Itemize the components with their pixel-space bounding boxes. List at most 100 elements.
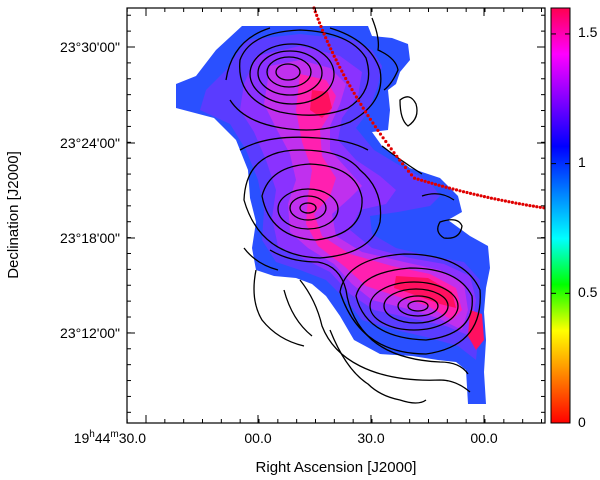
overlay-curve-dot — [468, 191, 473, 195]
overlay-curve-dot — [440, 184, 445, 188]
overlay-curve-dot — [496, 198, 500, 202]
y-tick-labels: 23°30'00" 23°24'00" 23°18'00" 23°12'00" — [60, 39, 120, 341]
overlay-curve-dot — [420, 178, 424, 182]
colorbar-tick-label: 1.5 — [578, 24, 598, 40]
x-axis-title: Right Ascension [J2000] — [256, 459, 417, 476]
contour-north-2 — [266, 56, 312, 88]
fill-level-6b — [394, 276, 456, 308]
overlay-curve-dot — [437, 183, 441, 187]
x-tick-label: 19h44m30.0 — [74, 429, 147, 446]
overlay-curve-dot — [381, 136, 385, 140]
contour-outer-5 — [437, 219, 463, 239]
colorbar-tick-label: 0.5 — [578, 284, 598, 300]
overlay-curve-dot — [395, 154, 399, 158]
overlay-dotted-curve — [312, 6, 546, 210]
overlay-curve-dot — [332, 54, 336, 58]
colorbar — [550, 7, 571, 424]
overlay-curve-dot — [514, 201, 518, 205]
overlay-curve-dot — [465, 190, 469, 195]
y-tick-label: 23°24'00" — [60, 135, 120, 151]
contour-outer-8 — [371, 17, 399, 91]
overlay-curve-dot — [458, 189, 462, 193]
contour-north-5 — [239, 29, 370, 116]
contour-north-6 — [225, 27, 382, 131]
overlay-curve-dot — [329, 47, 333, 51]
x-tick-label: 00.0 — [470, 430, 497, 446]
fill-level-5 — [296, 74, 462, 320]
overlay-curve-dot — [433, 182, 438, 186]
overlay-curve-dot — [413, 176, 417, 180]
overlay-curve-dot — [538, 205, 542, 209]
x-tick-label: 30.0 — [357, 430, 384, 446]
overlay-curve-dot — [528, 204, 532, 208]
y-axis-title: Declination [J2000] — [5, 151, 22, 279]
overlay-curve-dot — [430, 181, 434, 185]
overlay-curve-dot — [510, 200, 514, 204]
contour-north-1 — [275, 63, 301, 81]
contour-south-2 — [397, 295, 439, 317]
overlay-curve-dot — [320, 28, 325, 32]
overlay-curve-dot — [401, 162, 405, 166]
overlay-curve-dot — [451, 187, 455, 191]
contour-outer-4 — [399, 96, 418, 127]
contour-south-4 — [369, 281, 459, 331]
overlay-curve-dot — [366, 114, 370, 118]
x-tick-labels: 19h44m30.0 00.0 30.0 00.0 — [74, 429, 498, 446]
overlay-curve-dot — [444, 185, 448, 189]
overlay-curve-dot — [340, 69, 344, 73]
overlay-curve-dot — [403, 165, 408, 170]
overlay-curve-dot — [427, 180, 431, 184]
contour-mid-2 — [289, 195, 327, 221]
overlay-curve-dot — [324, 36, 328, 40]
overlay-curve-dot — [334, 58, 338, 62]
y-tick-label: 23°30'00" — [60, 39, 120, 55]
contour-north-3 — [257, 50, 323, 96]
overlay-curve-dot — [359, 102, 363, 106]
overlay-curve-dot — [338, 65, 342, 69]
overlay-curve-dot — [423, 179, 427, 183]
contour-mid-6 — [239, 136, 369, 271]
overlay-curve-dot — [317, 21, 322, 25]
overlay-curve-dot — [354, 95, 358, 99]
overlay-curve-dot — [409, 173, 414, 177]
contour-outer-3 — [329, 329, 427, 404]
y-tick-label: 23°18'00" — [60, 230, 120, 246]
overlay-curve-dot — [322, 32, 326, 36]
overlay-curve-dot — [531, 204, 536, 208]
contour-mid-1 — [299, 202, 317, 214]
overlay-curve-dot — [398, 158, 402, 162]
overlay-curve-dot — [352, 91, 356, 95]
overlay-curve-dot — [479, 194, 483, 198]
colorbar-labels: 1.5 1 0.5 0 — [578, 24, 598, 430]
contour-lines — [225, 17, 481, 404]
overlay-curve-dot — [486, 195, 490, 199]
axis-ticks — [126, 8, 545, 423]
overlay-curve-dot — [327, 43, 331, 47]
overlay-curve-dot — [315, 13, 319, 17]
overlay-curve-dot — [378, 132, 383, 136]
overlay-curve-dot — [489, 196, 493, 200]
overlay-curve-dot — [342, 73, 346, 77]
x-tick-label: 00.0 — [244, 430, 271, 446]
overlay-curve-dot — [364, 110, 368, 114]
colorbar-tick-label: 0 — [578, 414, 586, 430]
overlay-curve-dot — [344, 76, 348, 81]
contour-outer-7 — [253, 269, 313, 347]
overlay-curve-dot — [503, 199, 507, 203]
contour-south-3 — [383, 288, 449, 324]
overlay-curve-dot — [336, 62, 340, 66]
y-tick-label: 23°12'00" — [60, 325, 120, 341]
contour-south-6 — [339, 253, 481, 355]
contour-outer-2 — [299, 279, 471, 393]
overlay-curve-dot — [316, 17, 320, 21]
contour-mid-4 — [261, 163, 363, 241]
overlay-curve-dot — [406, 169, 411, 173]
overlay-curve-dot — [517, 202, 522, 206]
fill-level-6c — [468, 310, 484, 350]
overlay-curve-dot — [392, 151, 396, 155]
overlay-curve-dot — [376, 128, 380, 132]
overlay-curve-dot — [384, 139, 388, 144]
overlay-curve-dot — [535, 205, 539, 209]
overlay-curve-dot — [454, 188, 459, 192]
